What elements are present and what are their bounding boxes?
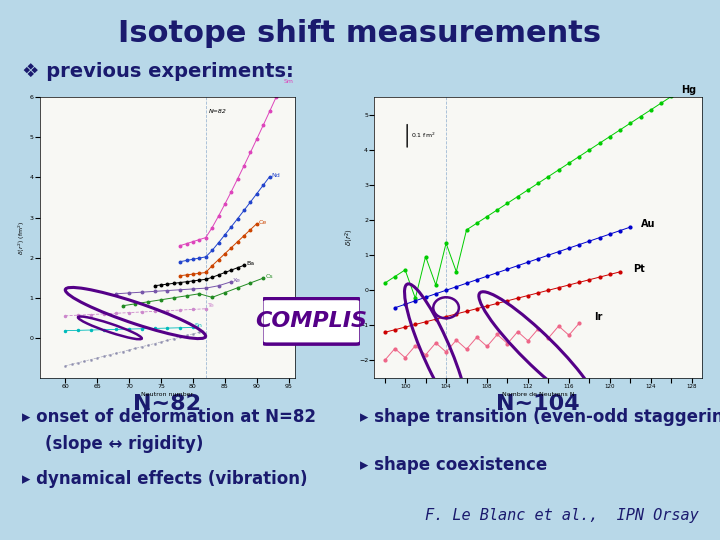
- Text: F. Le Blanc et al.,  IPN Orsay: F. Le Blanc et al., IPN Orsay: [425, 508, 698, 523]
- Text: Sn: Sn: [195, 323, 203, 328]
- Text: ❖ previous experiments:: ❖ previous experiments:: [22, 62, 293, 81]
- Text: ▸ dynamical effects (vibration): ▸ dynamical effects (vibration): [22, 470, 307, 488]
- Text: Ba: Ba: [246, 261, 254, 266]
- Text: ▸ onset of deformation at N=82: ▸ onset of deformation at N=82: [22, 408, 315, 426]
- Text: Cs: Cs: [265, 274, 273, 279]
- Text: N~104: N~104: [496, 394, 580, 414]
- Y-axis label: $\delta\langle r^2\rangle$ (fm$^2$): $\delta\langle r^2\rangle$ (fm$^2$): [17, 220, 27, 255]
- Text: Ir: Ir: [595, 312, 603, 322]
- Text: Hg: Hg: [682, 85, 697, 95]
- X-axis label: Neutron number: Neutron number: [141, 392, 194, 397]
- Text: ▸ shape transition (even-odd staggering): ▸ shape transition (even-odd staggering): [360, 408, 720, 426]
- Text: Nd: Nd: [271, 173, 280, 178]
- FancyBboxPatch shape: [262, 299, 361, 344]
- Text: Au: Au: [641, 219, 655, 229]
- Text: Xe: Xe: [233, 278, 241, 283]
- X-axis label: Nombre de Neutrons N: Nombre de Neutrons N: [502, 392, 575, 397]
- Text: Te: Te: [207, 303, 215, 308]
- Text: (slope ↔ rigidity): (slope ↔ rigidity): [22, 435, 203, 453]
- Text: N~82: N~82: [133, 394, 202, 414]
- Text: Pt: Pt: [634, 264, 645, 274]
- Text: ▸ shape coexistence: ▸ shape coexistence: [360, 456, 547, 474]
- Text: Ce: Ce: [258, 220, 267, 225]
- Text: Isotope shift measurements: Isotope shift measurements: [118, 19, 602, 48]
- Text: N=82: N=82: [209, 109, 227, 114]
- Text: Sm: Sm: [284, 79, 294, 84]
- Text: 0.1 fm$^2$: 0.1 fm$^2$: [411, 131, 436, 140]
- Text: COMPLIS: COMPLIS: [256, 311, 367, 332]
- Y-axis label: $\delta\langle r^2\rangle$: $\delta\langle r^2\rangle$: [344, 229, 356, 246]
